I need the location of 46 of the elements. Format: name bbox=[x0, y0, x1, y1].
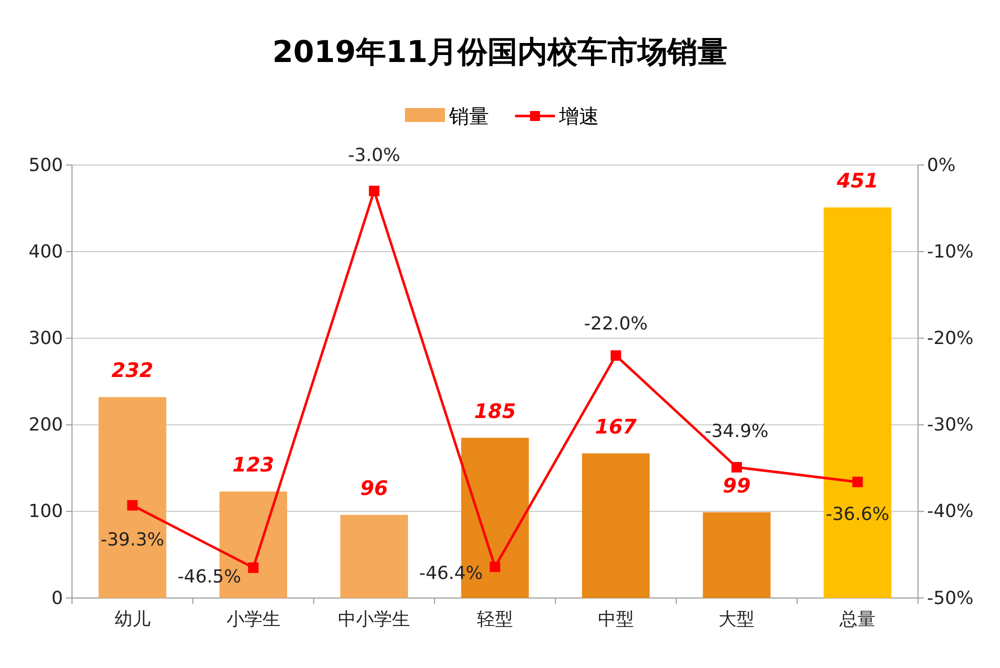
data-label: -22.0% bbox=[584, 314, 648, 335]
y2-tick-label: -50% bbox=[927, 588, 974, 609]
x-tick-label: 小学生 bbox=[226, 608, 280, 630]
point bbox=[490, 562, 500, 572]
point bbox=[731, 462, 742, 472]
legend-label: 增速 bbox=[558, 104, 599, 128]
x-tick-label: 总量 bbox=[838, 608, 876, 630]
y2-tick-label: 0% bbox=[927, 154, 956, 176]
y2-tick-label: -30% bbox=[927, 414, 974, 436]
data-label: -39.3% bbox=[100, 529, 164, 550]
point bbox=[248, 562, 259, 573]
data-label: 96 bbox=[360, 476, 388, 500]
bar bbox=[702, 512, 771, 598]
data-label: 99 bbox=[722, 473, 751, 498]
data-label: 185 bbox=[474, 398, 516, 423]
bar bbox=[340, 514, 408, 598]
data-label: -34.9% bbox=[704, 421, 769, 442]
y2-tick-label: -10% bbox=[927, 241, 974, 262]
data-label: 167 bbox=[594, 414, 637, 438]
chart-title: 2019年11月份国内校车市场销量 bbox=[272, 35, 728, 70]
y-tick-label: 0 bbox=[52, 588, 63, 609]
data-label: 232 bbox=[112, 358, 154, 382]
x-tick-label: 中小学生 bbox=[338, 608, 410, 630]
y2-tick-label: -20% bbox=[927, 328, 974, 349]
bar bbox=[98, 397, 166, 598]
y-tick-label: 300 bbox=[28, 328, 63, 349]
x-tick-label: 轻型 bbox=[477, 608, 513, 630]
y-tick-label: 400 bbox=[28, 241, 63, 262]
bar bbox=[582, 453, 650, 598]
data-label: 123 bbox=[232, 452, 274, 476]
data-label: -3.0% bbox=[348, 144, 400, 166]
y-tick-label: 500 bbox=[28, 154, 63, 176]
y-tick-label: 200 bbox=[28, 414, 63, 436]
x-tick-label: 大型 bbox=[718, 608, 755, 630]
x-tick-label: 幼儿 bbox=[114, 608, 150, 630]
point bbox=[127, 500, 138, 511]
point bbox=[852, 476, 863, 488]
x-tick-label: 中型 bbox=[598, 608, 634, 630]
point bbox=[368, 186, 380, 196]
legend-label: 销量 bbox=[448, 104, 489, 128]
bar bbox=[824, 207, 892, 598]
point bbox=[610, 350, 622, 361]
y-tick-label: 100 bbox=[28, 501, 63, 522]
data-label: 451 bbox=[836, 168, 878, 192]
data-label: -36.6% bbox=[826, 504, 890, 525]
y2-tick-label: -40% bbox=[927, 501, 974, 522]
